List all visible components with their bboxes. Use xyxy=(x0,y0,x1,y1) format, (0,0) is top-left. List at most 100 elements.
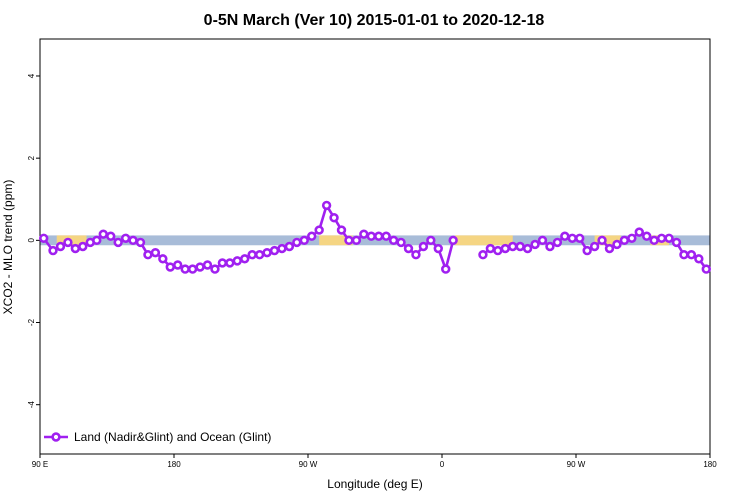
data-point xyxy=(225,258,235,268)
data-point xyxy=(150,247,161,258)
data-point xyxy=(39,233,49,243)
data-point xyxy=(187,264,198,274)
data-point xyxy=(55,241,66,252)
land-band-segment xyxy=(319,235,353,246)
data-point xyxy=(627,233,637,243)
data-point xyxy=(70,243,81,254)
data-point xyxy=(478,250,488,260)
data-point xyxy=(642,231,652,241)
land-band-segment xyxy=(594,235,621,246)
data-point xyxy=(173,260,183,270)
data-point xyxy=(180,264,190,274)
x-tick-label: 90 W xyxy=(567,460,586,469)
data-point xyxy=(120,233,131,243)
data-point xyxy=(560,231,570,241)
data-point xyxy=(619,235,630,246)
data-point xyxy=(701,264,711,274)
data-point xyxy=(418,241,429,252)
data-point xyxy=(374,231,384,241)
legend: Land (Nadir&Glint) and Ocean (Glint) xyxy=(44,430,271,444)
x-tick-label: 0 xyxy=(440,460,445,469)
data-point xyxy=(202,260,213,270)
y-axis-label: XCO2 - MLO trend (ppm) xyxy=(1,180,15,315)
y-tick-label: 4 xyxy=(27,73,36,78)
data-point xyxy=(48,245,58,256)
data-point xyxy=(634,227,644,237)
data-point xyxy=(433,243,443,254)
x-tick-label: 90 W xyxy=(299,460,318,469)
data-point xyxy=(530,239,540,250)
plot-frame xyxy=(39,38,711,455)
ocean-band xyxy=(40,235,710,246)
x-axis: 90 E 180 90 W 0 90 W 180 xyxy=(32,454,717,469)
data-point xyxy=(575,233,585,243)
data-point xyxy=(426,235,436,246)
data-point xyxy=(612,239,622,250)
data-point xyxy=(284,241,295,252)
data-point xyxy=(567,233,577,243)
data-point xyxy=(366,231,376,241)
data-point xyxy=(448,235,458,246)
data-point xyxy=(515,241,525,252)
data-point xyxy=(604,243,615,254)
data-point xyxy=(113,237,123,248)
data-point xyxy=(165,262,175,272)
data-point xyxy=(597,235,607,246)
data-point xyxy=(649,235,659,246)
data-point xyxy=(240,254,250,264)
data-point xyxy=(522,243,533,254)
data-point xyxy=(299,235,309,246)
data-point xyxy=(537,235,548,246)
data-point xyxy=(321,200,332,211)
data-point xyxy=(92,235,102,246)
data-point xyxy=(545,241,555,252)
y-tick-label: -4 xyxy=(27,401,36,409)
data-point xyxy=(500,243,510,254)
data-point xyxy=(656,233,667,243)
x-axis-label: Longitude (deg E) xyxy=(327,477,422,491)
data-point xyxy=(493,245,503,256)
data-point xyxy=(582,245,592,256)
chart-title: 0-5N March (Ver 10) 2015-01-01 to 2020-1… xyxy=(204,12,545,29)
data-point xyxy=(269,245,280,256)
data-point xyxy=(485,243,496,254)
data-point xyxy=(78,241,88,252)
y-axis: -4 -2 0 2 4 xyxy=(27,73,40,408)
data-point xyxy=(217,258,228,268)
data-point xyxy=(694,254,704,264)
data-point xyxy=(210,264,220,274)
data-point xyxy=(441,264,451,274)
data-point xyxy=(135,237,146,248)
data-point xyxy=(292,237,302,248)
y-tick-label: -2 xyxy=(27,318,36,326)
data-point xyxy=(98,229,108,239)
data-point xyxy=(329,213,339,223)
data-point xyxy=(254,250,265,260)
land-band-segment xyxy=(455,235,513,246)
x-tick-label: 90 E xyxy=(32,460,48,469)
data-point xyxy=(307,231,317,241)
data-point xyxy=(388,235,399,246)
data-point xyxy=(411,250,421,260)
legend-marker xyxy=(51,432,61,442)
y-tick-label: 0 xyxy=(27,238,36,243)
data-point xyxy=(552,237,563,248)
data-point xyxy=(351,235,362,246)
data-point xyxy=(314,225,324,235)
data-point xyxy=(664,233,674,243)
data-point xyxy=(359,229,369,239)
x-tick-label: 180 xyxy=(167,460,181,469)
data-point xyxy=(381,231,391,241)
data-point xyxy=(262,247,272,258)
data-point xyxy=(686,250,697,260)
data-point xyxy=(232,256,242,266)
data-point xyxy=(63,237,73,248)
data-point xyxy=(589,241,600,252)
data-point xyxy=(143,250,153,260)
data-point xyxy=(396,237,406,248)
data-point xyxy=(106,231,116,241)
y-tick-label: 2 xyxy=(27,155,36,160)
data-point xyxy=(344,235,354,246)
data-point xyxy=(508,241,518,252)
